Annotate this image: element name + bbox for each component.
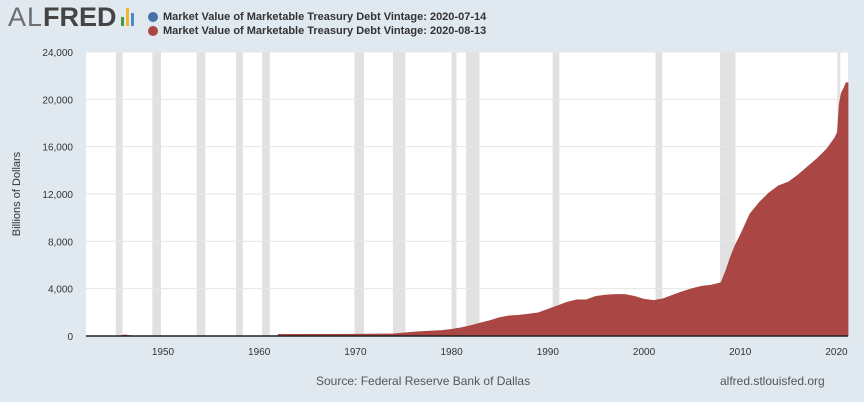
logo-bars-icon [120, 8, 134, 26]
y-tick-label: 16,000 [42, 143, 73, 154]
chart-legend: Market Value of Marketable Treasury Debt… [148, 10, 486, 38]
alfred-logo[interactable]: AL FRED [8, 2, 134, 32]
x-tick-label: 1950 [152, 347, 175, 358]
data-series [85, 82, 849, 337]
logo-bar-green [120, 17, 124, 26]
x-tick-label: 1960 [248, 347, 271, 358]
series-area-0[interactable] [85, 82, 849, 337]
logo-text-al: AL [8, 1, 44, 32]
x-tick-label: 2010 [729, 347, 752, 358]
logo-bar-yellow [125, 8, 129, 26]
logo-bar-blue [130, 13, 134, 26]
y-tick-label: 4,000 [48, 285, 73, 296]
legend-label-vintage-0813: Market Value of Marketable Treasury Debt… [163, 25, 487, 37]
y-axis-label: Billions of Dollars [11, 151, 23, 236]
x-tick-label: 1980 [440, 347, 463, 358]
site-link[interactable]: alfred.stlouisfed.org [720, 374, 825, 388]
legend-item-vintage-0714[interactable]: Market Value of Marketable Treasury Debt… [148, 10, 486, 24]
x-tick-label: 2000 [633, 347, 656, 358]
source-text: Source: Federal Reserve Bank of Dallas [316, 374, 531, 388]
legend-dot-red [148, 26, 158, 36]
x-tick-label: 1990 [537, 347, 560, 358]
legend-item-vintage-0813[interactable]: Market Value of Marketable Treasury Debt… [148, 24, 486, 38]
logo-text-fred: FRED [43, 1, 117, 32]
y-tick-label: 0 [67, 332, 73, 343]
legend-dot-blue [148, 12, 158, 22]
y-tick-label: 12,000 [42, 190, 73, 201]
y-tick-labels: 0 4,000 8,000 12,000 16,000 20,000 24,000 [42, 48, 73, 343]
y-tick-label: 8,000 [48, 237, 73, 248]
x-tick-label: 2020 [825, 347, 848, 358]
y-tick-label: 20,000 [42, 95, 73, 106]
x-tick-labels: 1950 1960 1970 1980 1990 2000 2010 2020 [152, 347, 848, 358]
x-tick-label: 1970 [344, 347, 367, 358]
legend-label-vintage-0714: Market Value of Marketable Treasury Debt… [163, 11, 487, 23]
y-tick-label: 24,000 [42, 48, 73, 59]
